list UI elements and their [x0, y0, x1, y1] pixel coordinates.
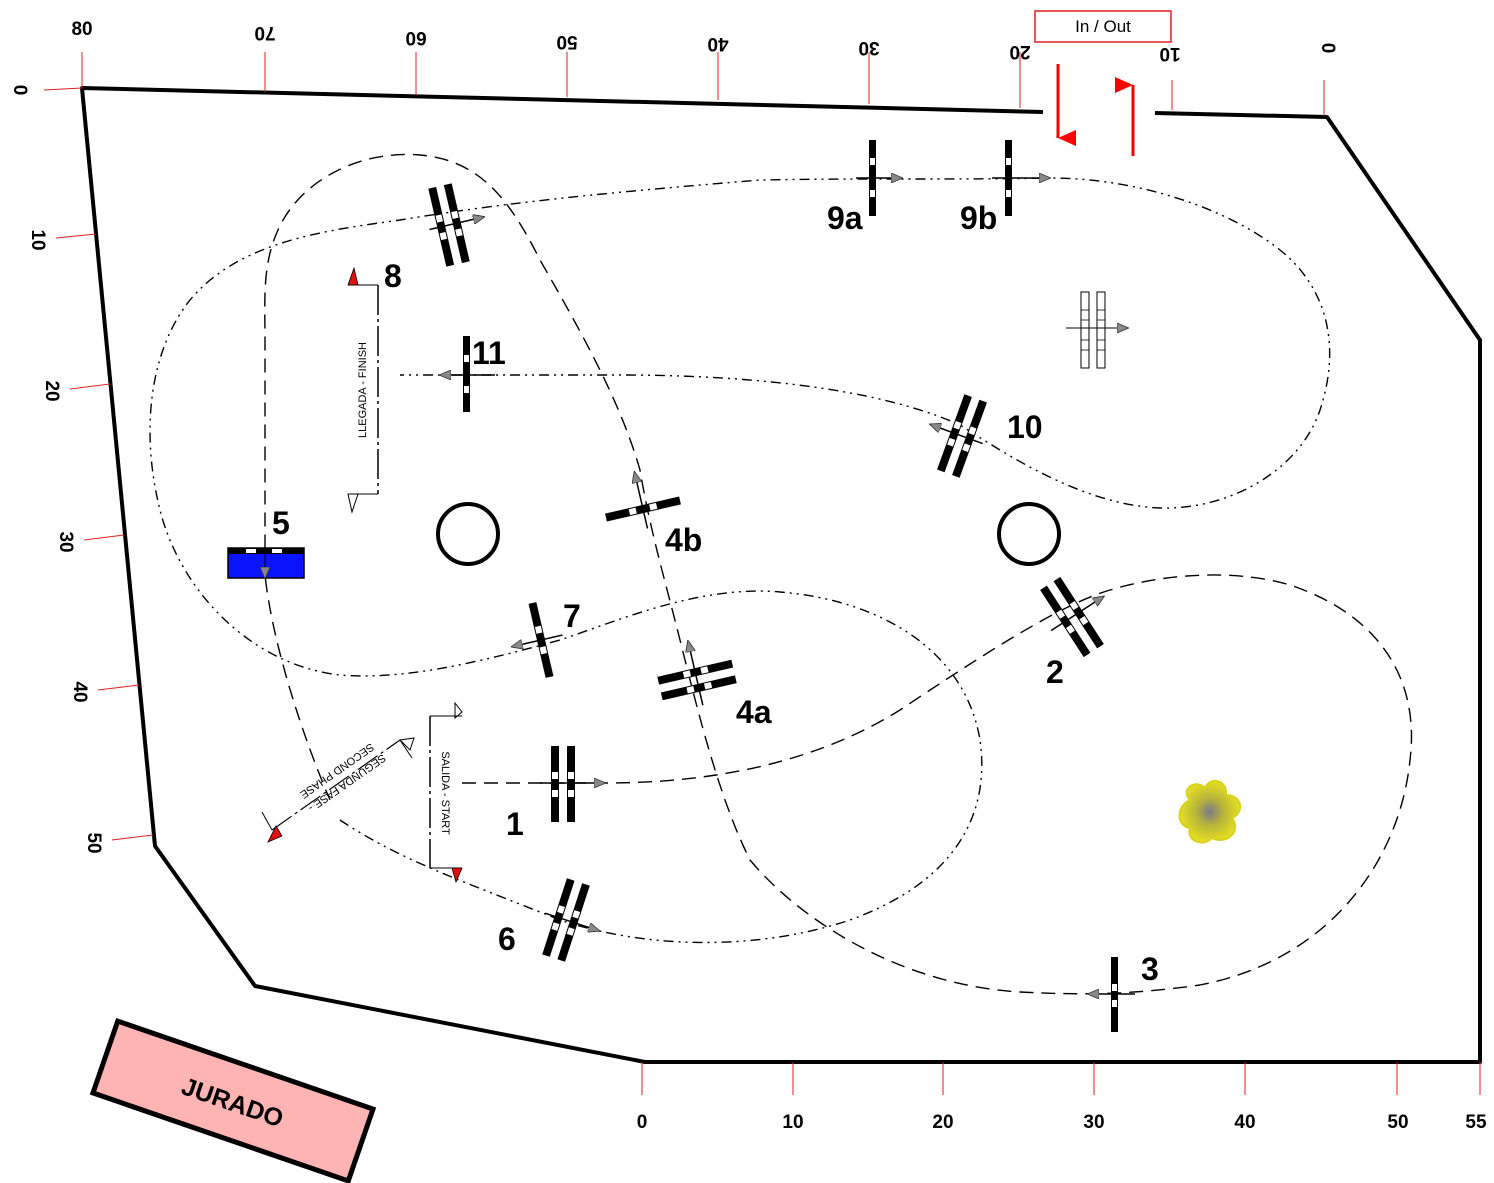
obstacle-label: 2 [1046, 654, 1064, 690]
bush-icon [1178, 779, 1242, 844]
obstacle-8 [428, 183, 494, 267]
ruler-left-tick: 0 [9, 85, 30, 96]
track-second-phase [149, 177, 1331, 944]
obstacle-4a [657, 632, 737, 706]
ruler-top-tick: 60 [405, 27, 426, 48]
obstacle-label: 7 [563, 598, 581, 634]
ruler-top-tick: 10 [1159, 43, 1180, 64]
obstacle-11 [440, 336, 495, 412]
ruler-top-tick: 50 [556, 31, 577, 52]
ruler-left-tick: 50 [83, 832, 104, 853]
obstacle-label: 8 [384, 258, 402, 294]
arena-fence [80, 86, 1482, 1064]
start-line: SALIDA - START [429, 701, 463, 884]
in-out-gate: In / Out [1034, 10, 1172, 156]
ruler-bottom-tick: 30 [1083, 1112, 1104, 1133]
obstacle-label: 4b [665, 522, 702, 558]
ruler-top-tick: 30 [858, 37, 879, 58]
obstacle-9a [856, 140, 902, 216]
track-first-phase [264, 153, 1413, 995]
ruler-top-tick: 70 [254, 22, 275, 43]
ruler-left-tick: 10 [27, 229, 48, 250]
obstacle-1 [540, 746, 605, 822]
obstacle-label: 1 [506, 806, 524, 842]
second-phase-line: SEGUNDA FASE - SECOND PHASE [261, 737, 415, 843]
ruler-bottom-tick: 10 [782, 1112, 803, 1133]
obstacle-4b [605, 463, 681, 529]
ruler-left-tick: 30 [55, 531, 76, 552]
ruler-bottom-tick: 20 [932, 1112, 953, 1133]
ruler-top-tick: 40 [707, 33, 728, 54]
obstacle-label: 11 [472, 335, 506, 371]
circle-marker [436, 502, 500, 566]
finish-label: LLEGADA - FINISH [357, 342, 369, 438]
ruler-bottom [641, 1062, 1481, 1095]
obstacle-10 [916, 394, 987, 478]
obstacle-labels: 1 2 3 4a 4b 5 6 7 8 9a 9b 10 11 [272, 200, 1159, 987]
start-label: SALIDA - START [439, 751, 451, 835]
obstacle-label: 6 [498, 921, 516, 957]
obstacle-9b [992, 140, 1050, 216]
ruler-top-tick: 20 [1009, 41, 1030, 62]
ruler-left-tick: 40 [69, 681, 90, 702]
ruler-bottom-tick: 50 [1387, 1112, 1408, 1133]
ruler-bottom-tick: 0 [637, 1112, 648, 1133]
obstacle-label: 10 [1007, 409, 1043, 445]
ruler-top [81, 52, 1325, 116]
ruler-left [43, 87, 154, 841]
obstacle-6 [542, 878, 612, 962]
ruler-bottom-tick: 55 [1465, 1112, 1487, 1133]
ruler-left-tick: 20 [41, 380, 62, 401]
ruler-bottom-tick: 40 [1234, 1112, 1255, 1133]
obstacle-label: 4a [736, 694, 772, 730]
obstacle-label: 5 [272, 505, 290, 541]
ruler-top-tick: 80 [71, 19, 92, 40]
in-out-label: In / Out [1075, 17, 1131, 36]
obstacle-label: 9b [960, 200, 997, 236]
jury-box: JURADO [89, 1017, 377, 1183]
obstacle-2 [1040, 576, 1125, 658]
finish-line: LLEGADA - FINISH [347, 266, 379, 514]
circle-marker [997, 502, 1061, 566]
obstacle-5-water [227, 547, 305, 578]
obstacle-3 [1088, 957, 1135, 1032]
ruler-top-tick: 0 [1317, 43, 1338, 54]
obstacle-label: 9a [827, 200, 863, 236]
spare-oxer [1066, 291, 1128, 369]
obstacle-label: 3 [1141, 951, 1159, 987]
obstacle-7 [503, 602, 563, 678]
